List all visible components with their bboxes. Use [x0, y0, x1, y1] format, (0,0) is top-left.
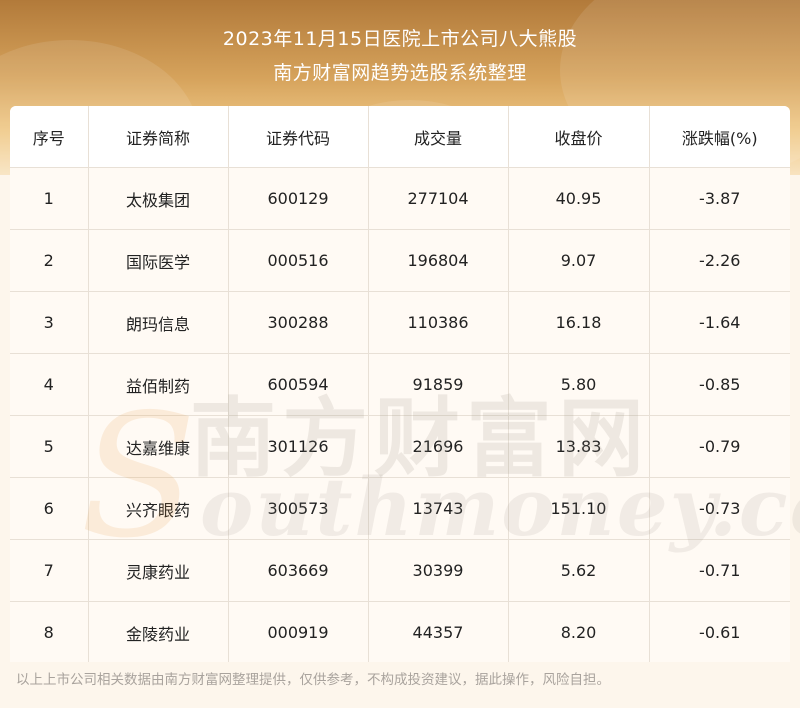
cell-close: 9.07: [508, 229, 650, 292]
column-header-volume: 成交量: [368, 106, 509, 168]
cell-name: 兴齐眼药: [88, 477, 229, 540]
cell-change: -0.61: [649, 601, 790, 662]
cell-change: -1.64: [649, 291, 790, 354]
cell-index: 6: [10, 477, 89, 540]
cell-change: -2.26: [649, 229, 790, 292]
cell-name: 灵康药业: [88, 539, 229, 602]
cell-code: 300288: [228, 291, 369, 354]
table-row: 5 达嘉维康 301126 21696 13.83 -0.79: [10, 415, 790, 478]
cell-name: 金陵药业: [88, 601, 229, 662]
cell-code: 000919: [228, 601, 369, 662]
table-row: 7 灵康药业 603669 30399 5.62 -0.71: [10, 539, 790, 602]
column-header-index: 序号: [10, 106, 89, 168]
disclaimer-text: 以上上市公司相关数据由南方财富网整理提供，仅供参考，不构成投资建议，据此操作，风…: [16, 672, 610, 688]
cell-code: 301126: [228, 415, 369, 478]
cell-close: 16.18: [508, 291, 650, 354]
cell-volume: 30399: [368, 539, 509, 602]
cell-volume: 13743: [368, 477, 509, 540]
cell-index: 2: [10, 229, 89, 292]
cell-close: 151.10: [508, 477, 650, 540]
table-row: 4 益佰制药 600594 91859 5.80 -0.85: [10, 353, 790, 416]
cell-index: 1: [10, 167, 89, 230]
page-subtitle: 南方财富网趋势选股系统整理: [273, 62, 527, 84]
cell-volume: 21696: [368, 415, 509, 478]
cell-code: 600129: [228, 167, 369, 230]
cell-volume: 44357: [368, 601, 509, 662]
table-header-row: 序号 证券简称 证券代码 成交量 收盘价 涨跌幅(%): [10, 106, 790, 168]
cell-index: 4: [10, 353, 89, 416]
table-row: 6 兴齐眼药 300573 13743 151.10 -0.73: [10, 477, 790, 540]
cell-change: -0.85: [649, 353, 790, 416]
cell-code: 600594: [228, 353, 369, 416]
table-row: 2 国际医学 000516 196804 9.07 -2.26: [10, 229, 790, 292]
cell-name: 太极集团: [88, 167, 229, 230]
column-header-change: 涨跌幅(%): [649, 106, 790, 168]
table-row: 8 金陵药业 000919 44357 8.20 -0.61: [10, 601, 790, 662]
cell-name: 国际医学: [88, 229, 229, 292]
column-header-close: 收盘价: [508, 106, 650, 168]
cell-code: 300573: [228, 477, 369, 540]
cell-index: 8: [10, 601, 89, 662]
cell-change: -3.87: [649, 167, 790, 230]
cell-close: 5.80: [508, 353, 650, 416]
column-header-name: 证券简称: [88, 106, 229, 168]
table-row: 3 朗玛信息 300288 110386 16.18 -1.64: [10, 291, 790, 354]
cell-volume: 110386: [368, 291, 509, 354]
cell-index: 7: [10, 539, 89, 602]
cell-index: 5: [10, 415, 89, 478]
cell-volume: 196804: [368, 229, 509, 292]
cell-close: 5.62: [508, 539, 650, 602]
cell-name: 朗玛信息: [88, 291, 229, 354]
stock-table-card: 序号 证券简称 证券代码 成交量 收盘价 涨跌幅(%) 1 太极集团 60012…: [10, 106, 790, 662]
cell-close: 40.95: [508, 167, 650, 230]
cell-name: 益佰制药: [88, 353, 229, 416]
cell-code: 000516: [228, 229, 369, 292]
cell-change: -0.79: [649, 415, 790, 478]
stock-table: 序号 证券简称 证券代码 成交量 收盘价 涨跌幅(%) 1 太极集团 60012…: [10, 106, 790, 662]
cell-volume: 277104: [368, 167, 509, 230]
cell-code: 603669: [228, 539, 369, 602]
cell-volume: 91859: [368, 353, 509, 416]
cell-name: 达嘉维康: [88, 415, 229, 478]
cell-change: -0.73: [649, 477, 790, 540]
cell-index: 3: [10, 291, 89, 354]
page-title: 2023年11月15日医院上市公司八大熊股: [222, 28, 578, 50]
column-header-code: 证券代码: [228, 106, 369, 168]
cell-close: 8.20: [508, 601, 650, 662]
table-row: 1 太极集团 600129 277104 40.95 -3.87: [10, 167, 790, 230]
cell-change: -0.71: [649, 539, 790, 602]
cell-close: 13.83: [508, 415, 650, 478]
